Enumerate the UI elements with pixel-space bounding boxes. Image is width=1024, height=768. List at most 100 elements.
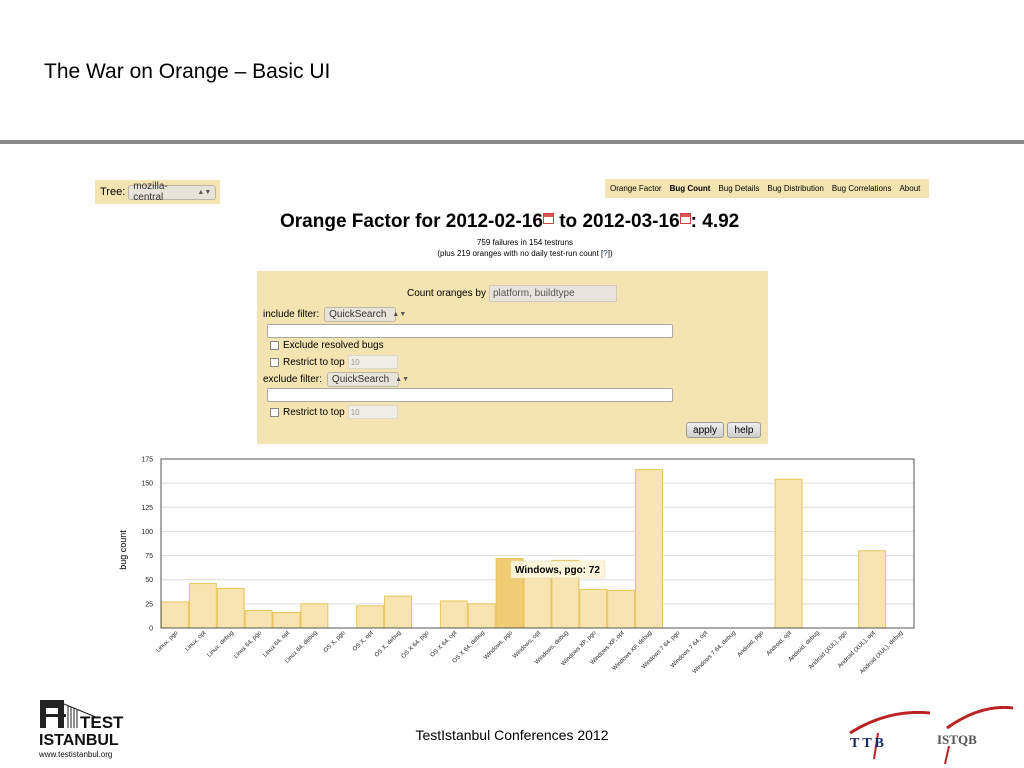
nav-bug-count[interactable]: Bug Count [669, 184, 711, 193]
restrict-top-checkbox-2[interactable] [270, 407, 279, 417]
bar[interactable] [774, 478, 803, 629]
bar[interactable] [188, 583, 217, 629]
oranges-note-suffix: ]) [607, 249, 613, 258]
calendar-icon[interactable] [542, 213, 554, 224]
count-by-label: Count oranges by [407, 288, 486, 299]
heading-middle: to [553, 211, 583, 232]
updown-icon: ▲▼ [197, 188, 212, 196]
logo-text-istanbul: ISTANBUL [39, 732, 119, 749]
bar[interactable] [467, 603, 496, 629]
failures-summary: 759 failures in 154 testruns [476, 238, 574, 247]
x-tick-label: Windows, opt [512, 630, 542, 660]
y-tick-label: 175 [141, 457, 153, 464]
exclude-select-value: QuickSearch [331, 374, 390, 385]
slide-title: The War on Orange – Basic UI [44, 60, 331, 83]
nav-bug-correlations[interactable]: Bug Correlations [831, 184, 892, 193]
bar[interactable] [244, 610, 273, 629]
x-tick-label: Linux, opt [185, 630, 208, 653]
footer-text: TestIstanbul Conferences 2012 [415, 727, 609, 743]
x-tick-label: OS X 64, opt [430, 630, 459, 659]
chart-tooltip: Windows, pgo: 72 [510, 560, 606, 579]
bar[interactable] [439, 600, 468, 629]
bar[interactable] [356, 605, 385, 629]
exclude-filter-input[interactable] [267, 388, 673, 402]
end-date: 2012-03-16 [582, 211, 680, 232]
include-filter-input[interactable] [267, 324, 673, 338]
tooltip-text: Windows, pgo: 72 [515, 565, 600, 576]
restrict-top-row-2: Restrict to top 10 [270, 405, 398, 419]
count-by-field[interactable]: platform, buildtype [488, 285, 617, 302]
logo-url: www.testistanbul.org [38, 750, 112, 759]
bug-count-chart: 0 25 50 75 100 125 150 175 Linux, pgo Linux, opt… [118, 457, 915, 676]
exclude-filter-row: exclude filter: QuickSearch ▲▼ [263, 372, 409, 387]
start-date: 2012-02-16 [445, 211, 543, 232]
bar[interactable] [272, 612, 301, 629]
y-tick-label: 100 [141, 529, 153, 536]
istqb-text: ISTQB [937, 732, 977, 747]
apply-button[interactable]: apply [686, 422, 724, 438]
nav-orange-factor[interactable]: Orange Factor [610, 184, 662, 193]
tree-select[interactable]: mozilla-central ▲▼ [128, 181, 217, 203]
x-tick-label: Linux, pgo [156, 630, 180, 654]
include-filter-select[interactable]: QuickSearch ▲▼ [324, 307, 406, 322]
x-tick-label: Linux 64, pgo [233, 630, 263, 660]
exclude-resolved-checkbox[interactable] [270, 341, 279, 350]
y-tick-label: 150 [141, 481, 153, 488]
exclude-filter-label: exclude filter: [263, 374, 322, 385]
x-tick-label: Linux, debug [207, 630, 236, 659]
exclude-resolved-label: Exclude resolved bugs [283, 340, 384, 351]
restrict-top-label: Restrict to top [283, 356, 345, 368]
bar[interactable] [300, 603, 329, 629]
bar[interactable] [216, 587, 245, 629]
bar[interactable] [579, 588, 608, 629]
updown-icon: ▲▼ [395, 376, 410, 383]
y-tick-label: 75 [145, 553, 153, 560]
y-tick-label: 50 [145, 577, 153, 584]
oranges-note-prefix: (plus 219 oranges with no daily test-run… [437, 249, 604, 258]
y-tick-label: 125 [141, 505, 153, 512]
chart-y-ticks: 0 25 50 75 100 125 150 175 [141, 457, 153, 633]
nav-bug-details[interactable]: Bug Details [718, 184, 760, 193]
restrict-top-label-2: Restrict to top [283, 406, 345, 418]
help-button[interactable]: help [727, 422, 761, 438]
tree-label: Tree: [100, 186, 126, 198]
y-axis-label: bug count [118, 530, 128, 570]
x-tick-label: OS X, opt [352, 630, 375, 653]
x-tick-label: Android, pgo [737, 630, 766, 659]
calendar-icon[interactable] [679, 213, 691, 224]
help-link[interactable]: ? [603, 249, 608, 258]
istqb-logo: ISTQB [937, 706, 1014, 764]
exclude-resolved-row: Exclude resolved bugs [270, 340, 384, 351]
bar[interactable] [384, 595, 413, 629]
include-filter-label: include filter: [263, 309, 320, 320]
bar[interactable] [635, 469, 663, 629]
oranges-note: (plus 219 oranges with no daily test-run… [0, 249, 1024, 258]
x-tick-label: OS X, debug [374, 630, 403, 659]
tooltip-box [510, 560, 606, 579]
exclude-filter-select[interactable]: QuickSearch ▲▼ [326, 372, 409, 387]
chart-bars [161, 469, 887, 629]
nav-bug-distribution[interactable]: Bug Distribution [767, 184, 824, 193]
nav-about[interactable]: About [899, 184, 921, 193]
test-istanbul-logo: TEST ISTANBUL www.testistanbul.org [38, 700, 124, 759]
include-filter-row: include filter: QuickSearch ▲▼ [263, 307, 406, 322]
restrict-top-input[interactable]: 10 [347, 355, 398, 369]
filter-panel: Count oranges by platform, buildtype inc… [257, 271, 768, 444]
updown-icon: ▲▼ [392, 311, 407, 318]
bar[interactable] [858, 550, 887, 629]
x-tick-label: Windows, pgo [483, 630, 514, 661]
bar[interactable] [161, 601, 189, 629]
bar[interactable] [607, 589, 636, 629]
restrict-top-input-2[interactable]: 10 [347, 405, 398, 419]
orange-factor-heading: Orange Factor for 2012-02-16 to 2012-03-… [280, 211, 739, 233]
restrict-top-row: Restrict to top 10 [270, 355, 398, 369]
tree-selector-bar: Tree: mozilla-central ▲▼ [95, 180, 220, 204]
x-tick-label: OS X, pgo [323, 630, 347, 654]
orange-factor-value: : 4.92 [690, 211, 740, 232]
y-tick-label: 0 [149, 626, 153, 633]
restrict-top-checkbox[interactable] [270, 357, 279, 367]
count-by-row: Count oranges by platform, buildtype [407, 285, 617, 302]
y-tick-label: 25 [145, 601, 153, 608]
top-nav: Orange Factor Bug Count Bug Details Bug … [605, 179, 929, 198]
